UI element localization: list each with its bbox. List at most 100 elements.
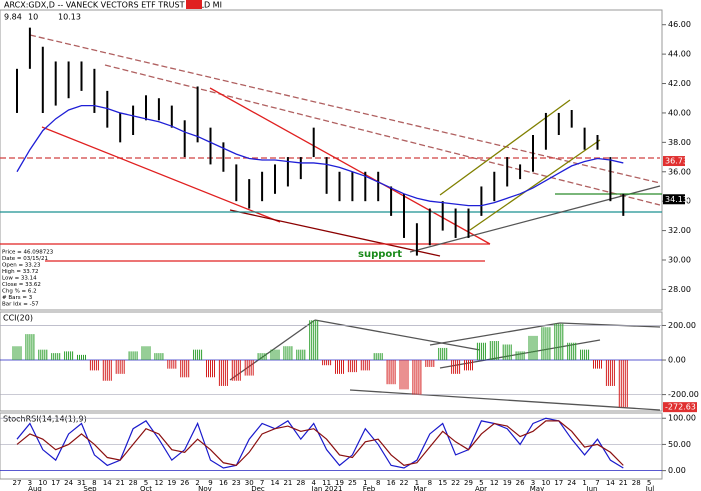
info-line: Close = 33.62 bbox=[2, 282, 41, 288]
month-label: Nov bbox=[198, 485, 212, 491]
top-field: 10.13 bbox=[58, 13, 81, 22]
y-tick-label: 50.00 bbox=[668, 440, 691, 449]
x-tick-label: 25 bbox=[348, 479, 357, 487]
x-tick-label: 26 bbox=[180, 479, 189, 487]
cci-panel bbox=[0, 311, 663, 412]
x-tick-label: 22 bbox=[400, 479, 409, 487]
month-label: Oct bbox=[140, 485, 152, 491]
x-tick-label: 19 bbox=[335, 479, 344, 487]
month-label: Sep bbox=[83, 485, 97, 491]
month-label: Feb bbox=[363, 485, 376, 491]
x-tick-label: 16 bbox=[219, 479, 228, 487]
x-tick-label: 22 bbox=[451, 479, 460, 487]
panel-title: StochRSI(14,14(1),9) bbox=[3, 415, 87, 424]
x-tick-label: 24 bbox=[64, 479, 73, 487]
x-tick-label: 15 bbox=[438, 479, 447, 487]
info-line: Open = 33.23 bbox=[2, 263, 41, 269]
x-tick-label: 17 bbox=[51, 479, 60, 487]
x-tick-label: 14 bbox=[271, 479, 280, 487]
x-tick-label: 14 bbox=[606, 479, 615, 487]
x-tick-label: 5 bbox=[479, 479, 483, 487]
x-tick-label: 11 bbox=[322, 479, 331, 487]
month-label: Jan 2021 bbox=[311, 485, 343, 491]
x-tick-label: 2 bbox=[195, 479, 199, 487]
y-tick-label: 32.00 bbox=[668, 226, 691, 235]
y-tick-label: 38.00 bbox=[668, 138, 691, 147]
month-label: Apr bbox=[475, 485, 487, 491]
x-tick-label: 23 bbox=[232, 479, 241, 487]
x-tick-label: 17 bbox=[554, 479, 563, 487]
month-label: May bbox=[530, 485, 544, 491]
x-tick-label: 21 bbox=[283, 479, 292, 487]
month-label: Aug bbox=[28, 485, 42, 491]
x-tick-label: 9 bbox=[208, 479, 212, 487]
month-label: Jul bbox=[645, 485, 655, 491]
y-tick-label: 28.00 bbox=[668, 285, 691, 294]
x-tick-label: 29 bbox=[464, 479, 473, 487]
x-tick-label: 10 bbox=[38, 479, 47, 487]
y-tick-label: 0.00 bbox=[668, 356, 686, 365]
value-tag-label: -272.63 bbox=[665, 403, 696, 412]
x-tick-label: 12 bbox=[490, 479, 499, 487]
x-tick-label: 21 bbox=[116, 479, 125, 487]
x-tick-label: 16 bbox=[387, 479, 396, 487]
info-line: Price = 46.098723 bbox=[2, 250, 54, 256]
x-tick-label: 14 bbox=[103, 479, 112, 487]
x-tick-label: 1 bbox=[415, 479, 419, 487]
y-tick-label: 46.00 bbox=[668, 20, 691, 29]
x-tick-label: 19 bbox=[503, 479, 512, 487]
chart-title: ARCX:GDX,D -- VANECK VECTORS ETF TRUST G… bbox=[4, 1, 222, 10]
x-tick-label: 30 bbox=[245, 479, 254, 487]
info-line: Date = 03/15/21 bbox=[2, 256, 48, 262]
info-line: # Bars = 3 bbox=[2, 295, 33, 301]
info-line: Bar Idx = -57 bbox=[2, 302, 39, 308]
x-tick-label: 5 bbox=[647, 479, 651, 487]
y-tick-label: 42.00 bbox=[668, 79, 691, 88]
close-button[interactable] bbox=[186, 0, 202, 9]
x-tick-label: 1 bbox=[363, 479, 367, 487]
info-line: Low = 33.14 bbox=[2, 276, 37, 282]
x-tick-label: 24 bbox=[567, 479, 576, 487]
value-tag bbox=[663, 402, 697, 413]
x-tick-label: 28 bbox=[296, 479, 305, 487]
x-tick-label: 28 bbox=[632, 479, 641, 487]
y-tick-label: 200.00 bbox=[668, 321, 696, 330]
x-tick-label: 21 bbox=[619, 479, 628, 487]
x-tick-label: 8 bbox=[376, 479, 380, 487]
y-tick-label: -200.00 bbox=[668, 390, 699, 399]
y-tick-label: 100.00 bbox=[668, 414, 696, 423]
annotation: support bbox=[358, 249, 402, 260]
x-tick-label: 19 bbox=[167, 479, 176, 487]
x-tick-label: 7 bbox=[595, 479, 599, 487]
x-tick-label: 12 bbox=[154, 479, 163, 487]
x-tick-label: 4 bbox=[311, 479, 316, 487]
info-line: High = 33.72 bbox=[2, 269, 39, 275]
x-tick-label: 7 bbox=[260, 479, 264, 487]
top-field: 9.84 bbox=[4, 13, 22, 22]
x-tick-label: 8 bbox=[92, 479, 96, 487]
x-tick-label: 5 bbox=[144, 479, 148, 487]
x-tick-label: 1 bbox=[582, 479, 586, 487]
price-tag-label: 36.73 bbox=[665, 157, 688, 166]
y-tick-label: 30.00 bbox=[668, 256, 691, 265]
x-tick-label: 27 bbox=[13, 479, 22, 487]
x-tick-label: 28 bbox=[129, 479, 138, 487]
x-tick-label: 31 bbox=[77, 479, 86, 487]
month-label: Jun bbox=[586, 485, 598, 491]
y-tick-label: 0.00 bbox=[668, 466, 686, 475]
x-tick-label: 8 bbox=[428, 479, 432, 487]
info-line: Chg % = 6.2 bbox=[2, 289, 37, 295]
x-tick-label: 10 bbox=[541, 479, 550, 487]
price-tag-label: 34.13 bbox=[665, 195, 688, 204]
price-tag bbox=[663, 156, 685, 167]
price-tag bbox=[663, 194, 685, 205]
y-tick-label: 36.00 bbox=[668, 167, 691, 176]
panel-title: CCI(20) bbox=[3, 314, 33, 323]
top-field: 10 bbox=[28, 13, 38, 22]
stoch-line bbox=[16, 420, 624, 467]
x-tick-label: 3 bbox=[531, 479, 535, 487]
stoch-panel bbox=[0, 412, 663, 480]
y-tick-label: 40.00 bbox=[668, 108, 691, 117]
moving-average bbox=[16, 104, 624, 207]
